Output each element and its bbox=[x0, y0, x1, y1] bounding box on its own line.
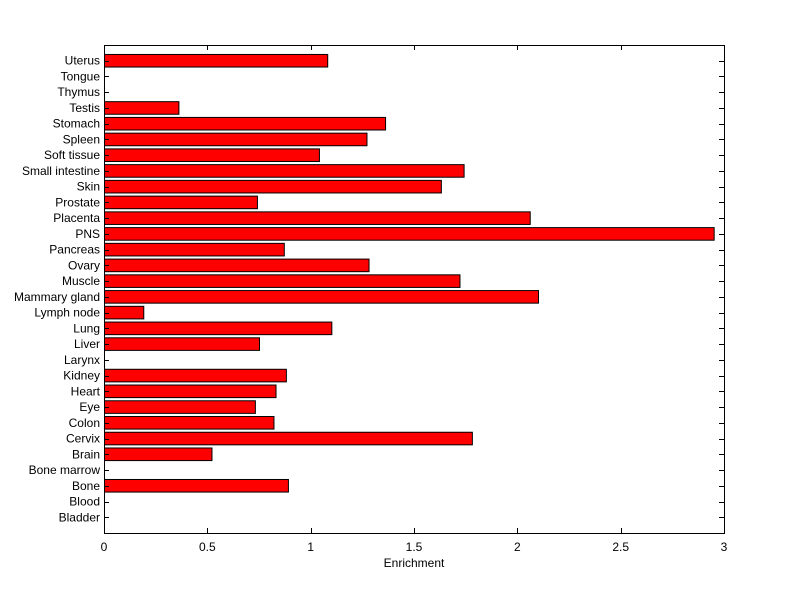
x-tick-label: 0.5 bbox=[199, 540, 216, 554]
y-tick-label: Brain bbox=[72, 447, 100, 461]
bar-muscle bbox=[104, 274, 461, 288]
y-tick-label: Heart bbox=[71, 384, 101, 398]
plot-frame bbox=[104, 45, 725, 534]
y-tick-label: Kidney bbox=[63, 369, 100, 383]
y-tick-label: Blood bbox=[69, 495, 100, 509]
bar-liver bbox=[104, 337, 260, 351]
bar-pns bbox=[104, 227, 715, 241]
y-tick-label: Bladder bbox=[59, 510, 100, 524]
bar-uterus bbox=[104, 53, 329, 68]
y-tick-label: Cervix bbox=[66, 432, 100, 446]
bar-heart bbox=[104, 384, 277, 399]
y-tick-label: Liver bbox=[74, 337, 100, 351]
y-tick-label: Pancreas bbox=[49, 243, 100, 257]
bar-placenta bbox=[104, 211, 531, 225]
x-tick-label: 0 bbox=[101, 540, 108, 554]
bar-spleen bbox=[104, 132, 368, 147]
y-tick-label: PNS bbox=[75, 227, 100, 241]
y-tick-label: Mammary gland bbox=[14, 290, 100, 304]
bar-colon bbox=[104, 416, 275, 430]
x-tick-label: 1 bbox=[307, 540, 314, 554]
bar-cervix bbox=[104, 431, 473, 446]
y-tick-label: Lymph node bbox=[34, 306, 100, 320]
bar-skin bbox=[104, 179, 442, 194]
bar-mammary-gland bbox=[104, 290, 539, 304]
x-tick-label: 2.5 bbox=[612, 540, 629, 554]
y-tick-label: Uterus bbox=[65, 54, 100, 68]
y-tick-label: Bone marrow bbox=[29, 463, 101, 477]
bar-small-intestine bbox=[104, 164, 465, 178]
y-tick-label: Larynx bbox=[64, 353, 100, 367]
y-tick-label: Bone bbox=[72, 479, 100, 493]
y-tick-label: Skin bbox=[77, 180, 100, 194]
y-tick-label: Testis bbox=[69, 101, 100, 115]
bar-stomach bbox=[104, 116, 387, 131]
bar-brain bbox=[104, 447, 213, 462]
x-tick-label: 2 bbox=[514, 540, 521, 554]
y-tick-label: Small intestine bbox=[22, 164, 100, 178]
bar-prostate bbox=[104, 195, 258, 210]
bar-eye bbox=[104, 400, 256, 414]
bar-soft-tissue bbox=[104, 148, 320, 162]
x-axis-label: Enrichment bbox=[384, 556, 445, 570]
y-tick-label: Muscle bbox=[62, 274, 100, 288]
y-tick-label: Colon bbox=[69, 416, 100, 430]
bar-bone bbox=[104, 478, 289, 493]
bar-pancreas bbox=[104, 242, 285, 257]
y-tick-label: Placenta bbox=[53, 211, 100, 225]
bar-kidney bbox=[104, 368, 287, 383]
x-tick-label: 3 bbox=[721, 540, 728, 554]
bars-group bbox=[104, 53, 715, 493]
y-tick-label: Tongue bbox=[61, 69, 101, 83]
y-tick-label: Lung bbox=[73, 321, 100, 335]
bar-lung bbox=[104, 321, 333, 336]
y-tick-label: Prostate bbox=[55, 195, 100, 209]
y-tick-label: Stomach bbox=[53, 117, 100, 131]
bar-ovary bbox=[104, 258, 370, 273]
y-tick-label: Soft tissue bbox=[44, 148, 100, 162]
y-tick-label: Ovary bbox=[68, 258, 100, 272]
y-tick-label: Thymus bbox=[57, 85, 100, 99]
x-tick-label: 1.5 bbox=[406, 540, 423, 554]
y-tick-label: Eye bbox=[79, 400, 100, 414]
y-tick-label: Spleen bbox=[63, 132, 100, 146]
bar-testis bbox=[104, 101, 180, 115]
bar-lymph-node bbox=[104, 305, 145, 320]
